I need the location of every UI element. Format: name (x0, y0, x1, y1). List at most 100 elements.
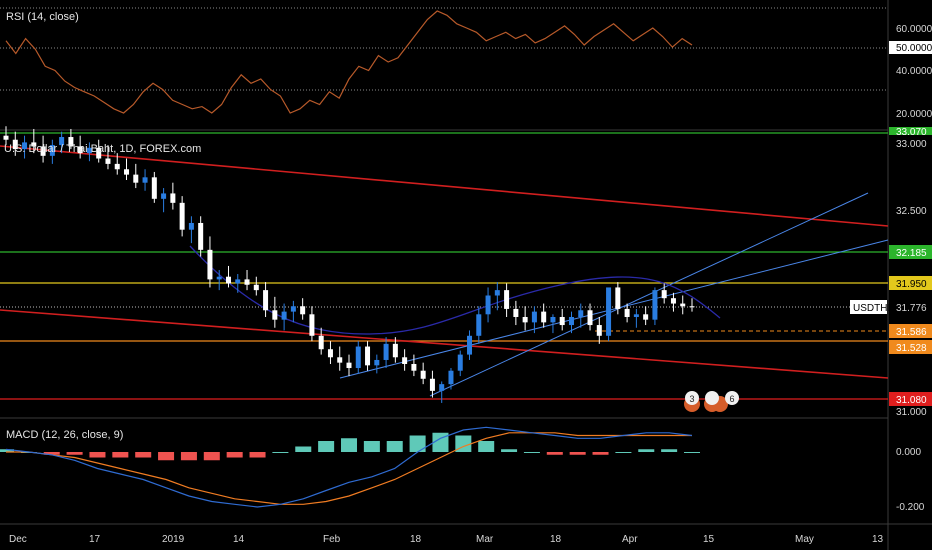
macd-histogram-bar (43, 452, 60, 455)
candle-up (22, 142, 28, 150)
candle-down (522, 316, 528, 323)
candlestick-series (3, 126, 695, 403)
candle-up (161, 193, 167, 199)
event-badge-icon[interactable] (725, 391, 739, 405)
time-axis[interactable]: Dec 17 2019 14 Feb 18 Mar 18 Apr 15 May … (9, 534, 884, 545)
macd-histogram-bar (89, 452, 106, 458)
event-badge-count: 3 (689, 394, 694, 404)
candle-down (346, 362, 352, 369)
rsi-level-20: 20.0000 (896, 109, 932, 120)
macd-histogram-bar (409, 435, 426, 452)
time-label: 14 (233, 534, 245, 545)
macd-histogram-bar (135, 452, 152, 458)
candle-down (244, 279, 250, 285)
macd-histogram-bar (318, 441, 335, 452)
candle-down (170, 193, 176, 203)
resistance-trendline[interactable] (0, 145, 889, 227)
price-tag-orange-label: 31.528 (896, 343, 927, 354)
candle-up (439, 384, 445, 391)
candle-down (513, 308, 519, 317)
rsi-current-tag: 50.0000 (896, 43, 932, 54)
price-tag-orange-dash (889, 324, 932, 338)
candle-down (133, 174, 139, 183)
price-pane[interactable]: U.S. Dollar / Thai Baht, 1D, FOREX.com 3… (0, 126, 932, 418)
macd-histogram-bar (501, 449, 518, 452)
rsi-pane[interactable]: RSI (14, close) 60.0000 50.0000 40.0000 … (0, 7, 932, 120)
candle-up (476, 314, 482, 336)
candle-down (253, 284, 259, 291)
event-badge-count: 6 (729, 394, 734, 404)
rsi-level-40: 40.0000 (896, 66, 932, 77)
candle-up (142, 177, 148, 183)
candle-down (661, 290, 667, 299)
candle-up (633, 314, 639, 317)
candle-up (606, 287, 612, 336)
candle-down (207, 249, 213, 280)
event-badge-icon[interactable] (685, 391, 699, 405)
candle-up (578, 310, 584, 317)
macd-histogram (0, 432, 701, 461)
candle-down (272, 310, 278, 320)
candle-down (670, 298, 676, 304)
macd-histogram-bar (112, 452, 129, 458)
candle-down (151, 177, 157, 199)
time-label: 18 (410, 534, 422, 545)
candle-up (86, 147, 92, 154)
macd-histogram-bar (226, 452, 243, 458)
price-tag-green-label: 32.185 (896, 248, 927, 259)
rsi-level-60: 60.0000 (896, 24, 932, 35)
candle-down (198, 222, 204, 250)
candle-down (429, 378, 435, 391)
macd-histogram-bar (386, 441, 403, 452)
candle-down (31, 142, 37, 147)
event-badge-icon[interactable] (705, 391, 719, 405)
time-label: 15 (703, 534, 715, 545)
candle-down (40, 146, 46, 156)
price-level-label: 31.000 (896, 407, 927, 418)
time-label: 18 (550, 534, 562, 545)
macd-histogram-bar (249, 452, 266, 458)
support-trendline[interactable] (0, 309, 889, 379)
price-tag-orange (889, 340, 932, 354)
time-label: 13 (872, 534, 884, 545)
candle-down (680, 303, 686, 307)
price-level-label: 32.500 (896, 206, 927, 217)
price-tag-red (889, 392, 932, 406)
macd-histogram-bar (340, 438, 358, 452)
last-price-label: 31.776 (896, 303, 927, 314)
channel-upper-line[interactable] (429, 192, 869, 397)
time-label: Apr (622, 534, 638, 545)
macd-histogram-bar (295, 446, 312, 452)
macd-histogram-bar (272, 452, 289, 453)
candle-down (587, 310, 593, 326)
candle-down (541, 311, 547, 323)
candle-down (114, 163, 120, 170)
candle-down (559, 316, 565, 326)
candle-up (494, 290, 500, 296)
event-badges[interactable]: 3 6 (684, 391, 739, 412)
macd-level-zero: 0.000 (896, 447, 921, 458)
time-label: 17 (89, 534, 101, 545)
price-tag-green (889, 245, 932, 259)
channel-lower-line[interactable] (339, 239, 889, 379)
candle-up (550, 316, 556, 323)
candle-down (337, 357, 343, 363)
candle-up (383, 343, 389, 360)
price-tag-green-top (889, 127, 932, 135)
macd-level-neg: -0.200 (896, 502, 925, 513)
candle-up (568, 316, 574, 326)
macd-histogram-bar (523, 452, 540, 453)
candle-down (327, 349, 333, 358)
time-label: 2019 (162, 534, 185, 545)
macd-histogram-bar (546, 452, 563, 455)
macd-pane[interactable]: MACD (12, 26, close, 9) 0.000 -0.200 (0, 426, 925, 513)
candle-up (374, 359, 380, 366)
candle-up (235, 279, 241, 284)
rsi-line (5, 10, 693, 114)
rsi-title: RSI (14, close) (6, 11, 79, 23)
candle-up (216, 276, 222, 280)
symbol-tag-label: USDTHB (853, 303, 894, 314)
macd-histogram-bar (592, 452, 609, 455)
candle-up (355, 346, 361, 369)
